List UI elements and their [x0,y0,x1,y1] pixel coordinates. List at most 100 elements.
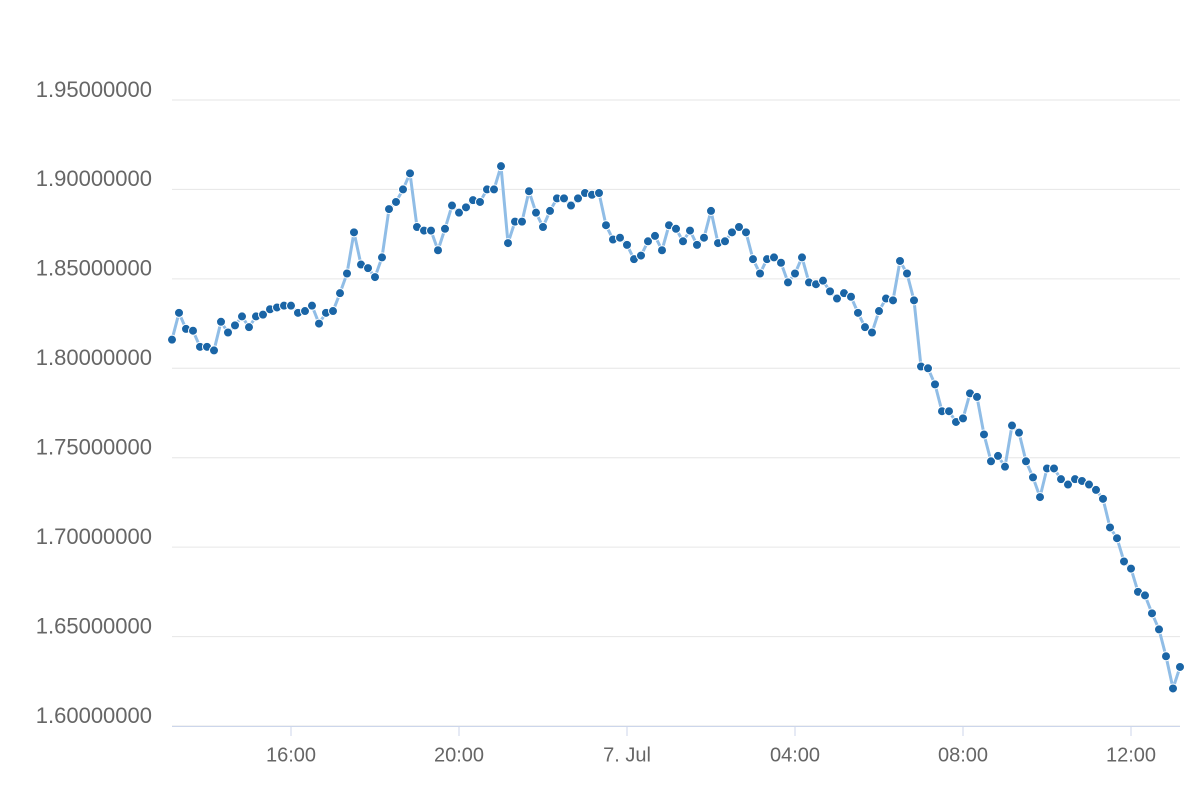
marker [335,288,345,299]
marker [209,345,219,356]
marker [1140,590,1150,601]
y-tick-label: 1.60000000 [36,703,152,728]
y-tick-label: 1.75000000 [36,435,152,460]
marker [244,322,254,333]
marker [342,268,352,279]
marker [566,200,576,211]
marker [776,257,786,268]
marker [454,207,464,218]
marker [447,200,457,211]
marker [874,306,884,317]
marker [174,307,184,318]
marker [167,334,177,345]
marker [307,300,317,311]
marker [1098,493,1108,504]
marker [363,263,373,274]
marker [517,216,527,227]
marker [545,205,555,216]
marker [601,220,611,231]
marker [300,306,310,317]
marker [699,232,709,243]
marker [1126,563,1136,574]
marker [461,202,471,213]
marker [790,268,800,279]
marker [825,286,835,297]
marker [748,254,758,265]
marker [622,239,632,250]
x-tick-label: 08:00 [938,744,988,766]
marker [678,236,688,247]
marker [286,300,296,311]
marker [496,161,506,172]
marker [615,232,625,243]
marker [867,327,877,338]
marker [1119,556,1129,567]
marker [1021,456,1031,467]
marker [489,184,499,195]
y-tick-label: 1.95000000 [36,77,152,102]
marker [706,205,716,216]
marker [923,363,933,374]
marker [846,291,856,302]
marker [895,255,905,266]
marker [1063,479,1073,490]
marker [1147,608,1157,619]
marker [440,223,450,234]
marker [692,239,702,250]
y-tick-label: 1.85000000 [36,256,152,281]
marker [531,207,541,218]
marker [349,227,359,238]
marker [769,252,779,263]
line [170,164,1182,690]
marker [370,272,380,283]
marker [258,309,268,320]
marker [671,223,681,234]
marker [1014,427,1024,438]
marker [972,391,982,402]
marker [1035,492,1045,503]
marker [384,204,394,215]
marker [391,196,401,207]
marker [818,275,828,286]
marker [902,268,912,279]
marker [853,307,863,318]
marker [1007,420,1017,431]
marker [755,268,765,279]
marker [1112,533,1122,544]
marker [559,193,569,204]
marker [1028,472,1038,483]
marker [930,379,940,390]
marker [727,227,737,238]
marker [594,188,604,199]
marker [860,322,870,333]
marker [643,236,653,247]
marker [377,252,387,263]
marker [1084,479,1094,490]
marker [328,306,338,317]
x-tick-label: 20:00 [434,744,484,766]
x-tick-label: 12:00 [1106,744,1156,766]
marker [405,168,415,179]
marker [230,320,240,331]
marker [944,406,954,417]
marker [741,227,751,238]
marker [636,250,646,261]
marker [1154,624,1164,635]
x-tick-label: 16:00 [266,744,316,766]
marker [1000,461,1010,472]
marker [1049,463,1059,474]
marker [188,325,198,336]
marker [1105,522,1115,533]
marker [993,450,1003,461]
marker [958,413,968,424]
x-tick-label: 04:00 [770,744,820,766]
marker [1161,651,1171,662]
marker [783,277,793,288]
marker [398,184,408,195]
marker [503,238,513,249]
marker [314,318,324,329]
marker [797,252,807,263]
marker [734,221,744,232]
y-tick-label: 1.70000000 [36,524,152,549]
